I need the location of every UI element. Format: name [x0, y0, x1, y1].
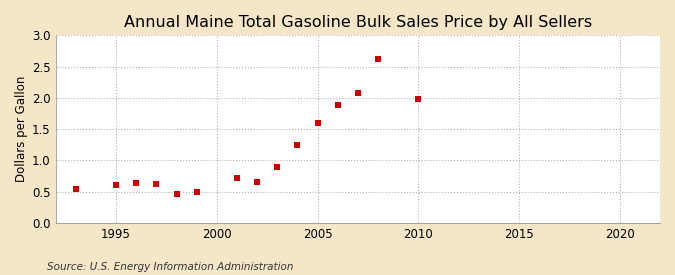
- Point: [151, 182, 162, 186]
- Point: [131, 181, 142, 185]
- Point: [70, 187, 81, 191]
- Point: [332, 103, 343, 108]
- Point: [373, 57, 383, 61]
- Point: [413, 97, 424, 101]
- Point: [191, 190, 202, 194]
- Point: [232, 176, 242, 180]
- Point: [111, 183, 122, 188]
- Point: [292, 143, 303, 148]
- Point: [252, 180, 263, 185]
- Point: [272, 164, 283, 169]
- Point: [171, 191, 182, 196]
- Text: Source: U.S. Energy Information Administration: Source: U.S. Energy Information Administ…: [47, 262, 294, 272]
- Point: [312, 121, 323, 126]
- Y-axis label: Dollars per Gallon: Dollars per Gallon: [15, 76, 28, 182]
- Point: [352, 91, 363, 96]
- Title: Annual Maine Total Gasoline Bulk Sales Price by All Sellers: Annual Maine Total Gasoline Bulk Sales P…: [124, 15, 592, 30]
